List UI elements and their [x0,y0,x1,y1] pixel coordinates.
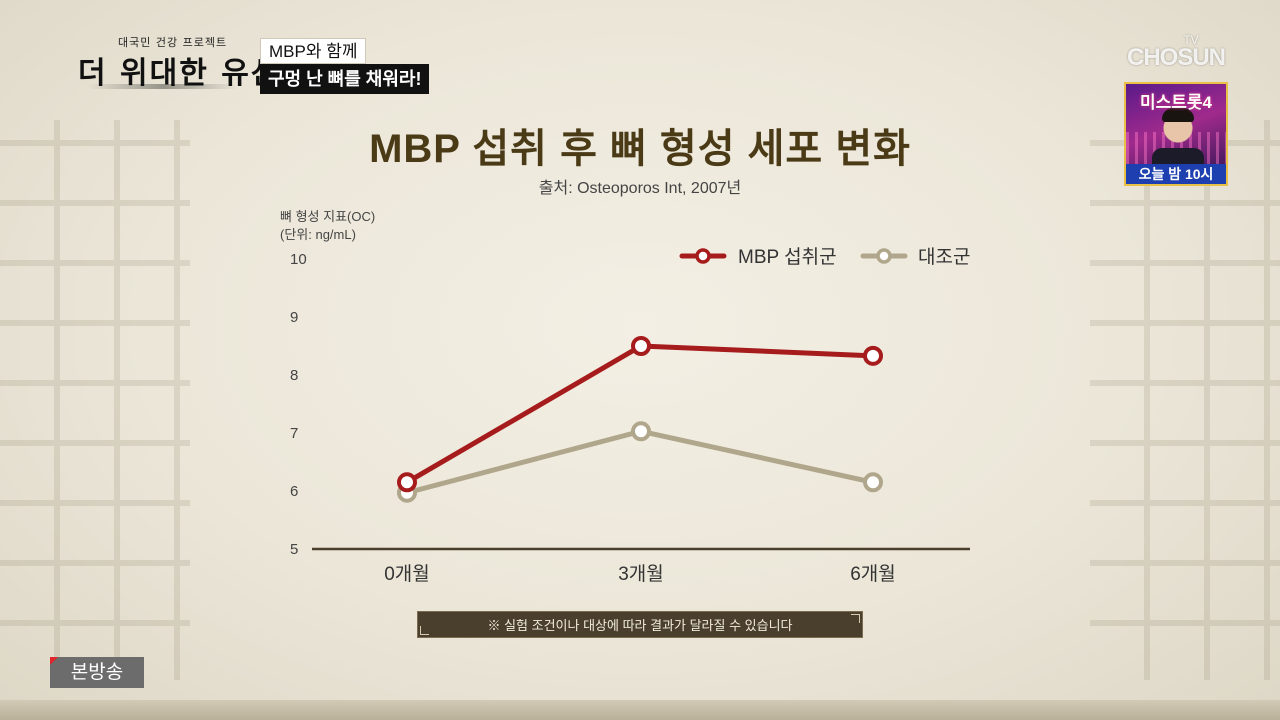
data-point [397,472,417,493]
legend-label: MBP 섭취군 [738,246,837,268]
program-logo-tagline: 대국민 건강 프로젝트 [118,36,228,49]
series-line [404,343,876,485]
lattice-decoration-left [0,120,190,680]
data-point [631,421,651,442]
program-logo-title: 더 위대한 유산 [78,56,281,91]
legend-swatch-marker [695,248,711,264]
broadcast-badge: 본방송 [50,657,144,688]
y-tick-label: 9 [290,309,298,326]
caption-subtitle: MBP와 함께 [260,38,367,64]
network-logo: TV CHOSUN [1124,34,1228,70]
promo-title: 미스트롯4 [1139,93,1212,112]
y-axis-label: 뼈 형성 지표(OC) (단위: ng/mL) [280,208,375,244]
promo-thumbnail: 미스트롯4 오늘 밤 10시 [1124,82,1228,186]
legend-swatch-marker [876,248,892,264]
y-tick-label: 6 [290,483,298,500]
data-point [863,472,883,493]
y-tick-label: 10 [290,251,307,268]
bottom-border [0,700,1280,720]
data-point [863,345,883,366]
promo-time: 오늘 밤 10시 [1126,164,1226,184]
network-logo-name: CHOSUN [1126,44,1226,71]
note-corner-decoration [420,626,429,635]
disclaimer-note: ※ 실험 조건이나 대상에 따라 결과가 달라질 수 있습니다 [417,611,863,638]
x-tick-label: 0개월 [384,563,430,585]
note-corner-decoration [851,614,860,623]
y-axis-label-line1: 뼈 형성 지표(OC) [280,209,376,224]
program-logo: 대국민 건강 프로젝트 더 위대한 유산 [78,34,279,96]
chart-title: MBP 섭취 후 뼈 형성 세포 변화 [369,127,911,171]
x-tick-label: 6개월 [850,563,896,585]
y-tick-label: 5 [290,541,298,558]
chart-source: 출처: Osteoporos Int, 2007년 [538,180,742,197]
brush-stroke-decoration [88,84,238,89]
x-tick-label: 3개월 [618,563,664,585]
promo-host-hair [1162,108,1194,122]
y-tick-label: 8 [290,367,298,384]
y-tick-label: 7 [290,425,298,442]
lattice-decoration-right [1090,120,1280,680]
network-logo-tv: TV [1183,33,1199,47]
data-point [631,336,651,356]
y-axis-label-line2: (단위: ng/mL) [280,227,356,242]
caption-headline: 구멍 난 뼈를 채워라! [260,64,430,94]
disclaimer-text: ※ 실험 조건이나 대상에 따라 결과가 달라질 수 있습니다 [487,618,793,633]
legend-label: 대조군 [918,246,970,268]
